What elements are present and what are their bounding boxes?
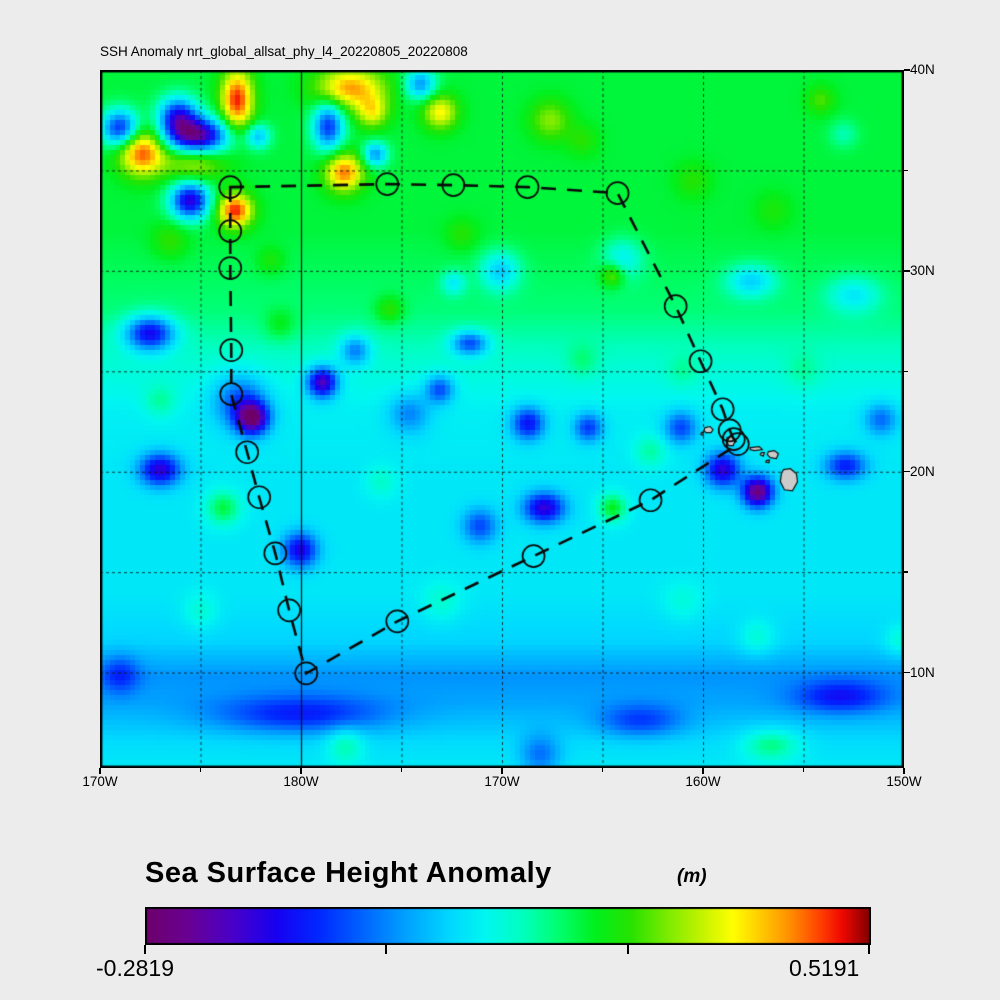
lon-tick <box>199 768 202 772</box>
lon-label-1: 170W <box>82 774 118 789</box>
lat-label-40n: 40N <box>910 62 935 77</box>
lon-tick <box>601 768 604 772</box>
lat-tick <box>904 270 910 272</box>
colorbar-tick <box>144 945 146 954</box>
lat-tick <box>904 69 910 71</box>
colorbar-canvas <box>145 907 871 945</box>
colorbar-max-label: 0.5191 <box>789 955 860 981</box>
lon-tick <box>903 768 905 774</box>
lat-tick <box>904 571 908 573</box>
colorbar-unit-label: (m) <box>677 866 707 887</box>
lon-tick <box>501 768 503 774</box>
lat-tick <box>904 370 908 373</box>
colorbar-heading: Sea Surface Height Anomaly <box>145 857 552 889</box>
lat-tick <box>904 671 910 674</box>
lon-label-4: 160W <box>685 774 721 789</box>
lon-label-5: 150W <box>886 774 922 789</box>
lat-tick <box>904 169 908 172</box>
lat-label-30n: 30N <box>910 263 935 278</box>
lon-tick <box>99 768 101 774</box>
lat-label-20n: 20N <box>910 464 935 479</box>
lon-label-3: 170W <box>484 774 520 789</box>
colorbar-min-label: -0.2819 <box>96 955 175 981</box>
lat-label-10n: 10N <box>910 665 935 680</box>
lon-tick <box>702 768 704 774</box>
lon-tick <box>802 768 805 772</box>
lon-tick <box>300 768 302 774</box>
colorbar-tick <box>868 945 870 954</box>
colorbar-tick <box>385 945 388 954</box>
lon-tick <box>400 768 403 772</box>
map-title: SSH Anomaly nrt_global_allsat_phy_l4_202… <box>100 44 468 59</box>
ssh-map-canvas <box>100 70 904 768</box>
colorbar-tick <box>626 945 629 954</box>
lon-label-2: 180W <box>283 774 319 789</box>
lat-tick <box>904 470 910 473</box>
